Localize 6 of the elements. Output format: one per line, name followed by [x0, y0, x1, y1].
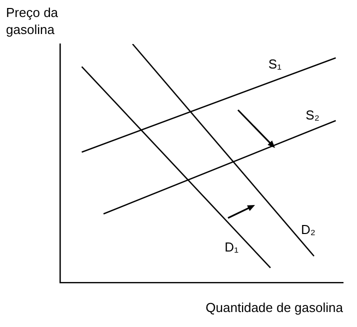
series-label: D₁ — [224, 239, 240, 254]
y-axis-title: Preço da gasolina — [6, 4, 60, 38]
x-axis-title: Quantidade de gasolina — [206, 300, 343, 315]
series-label: D₂ — [300, 222, 316, 238]
series-label: S₁ — [268, 56, 282, 72]
series-label: S₂ — [306, 108, 320, 122]
